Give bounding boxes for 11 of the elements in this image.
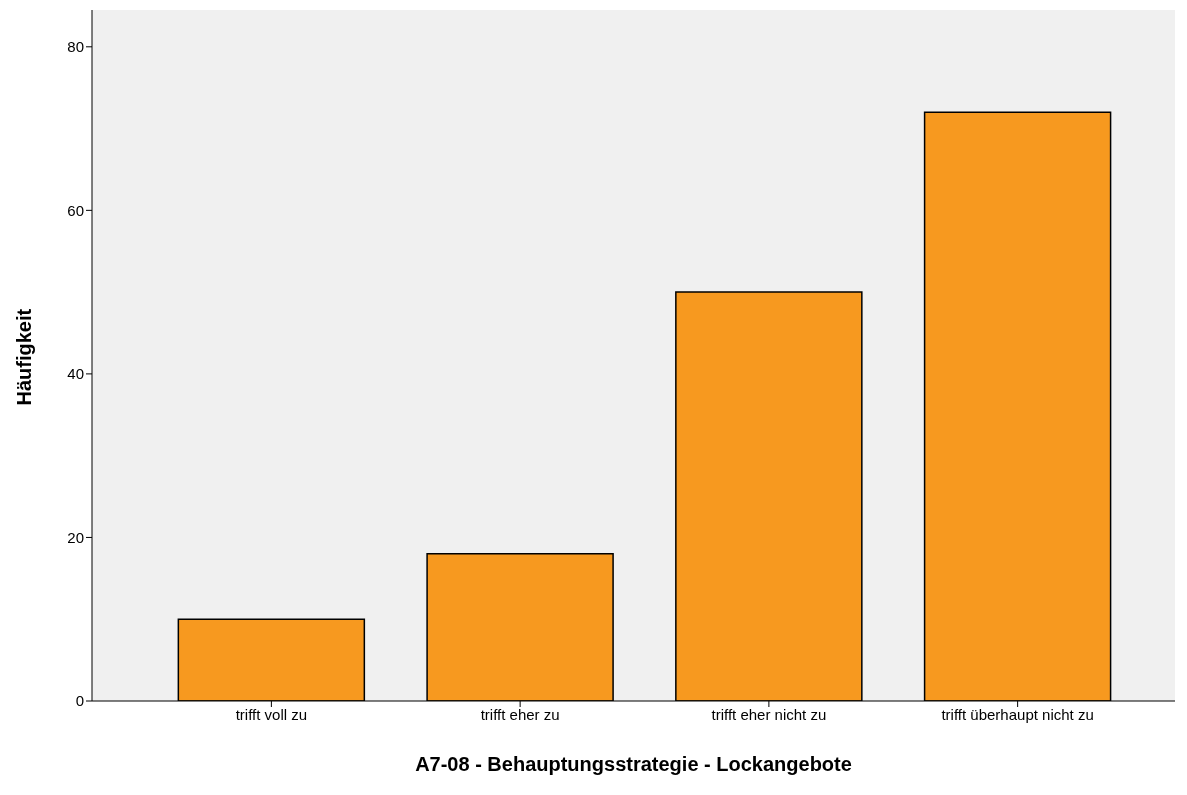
x-tick-label: trifft eher zu xyxy=(480,705,560,723)
y-tick-label: 20 xyxy=(67,528,84,546)
y-tick-label: 80 xyxy=(67,38,84,56)
y-axis-title: Häufigkeit xyxy=(13,308,36,406)
x-tick-label: trifft voll zu xyxy=(235,705,308,723)
y-tick-label: 0 xyxy=(75,692,84,710)
x-tick-label: trifft eher nicht zu xyxy=(711,705,827,723)
x-tick-label: trifft überhaupt nicht zu xyxy=(941,705,1094,723)
y-tick-label: 40 xyxy=(67,365,84,383)
x-axis-title: A7-08 - Behauptungsstrategie - Lockangebote xyxy=(415,753,852,775)
y-tick-label: 60 xyxy=(67,201,84,219)
